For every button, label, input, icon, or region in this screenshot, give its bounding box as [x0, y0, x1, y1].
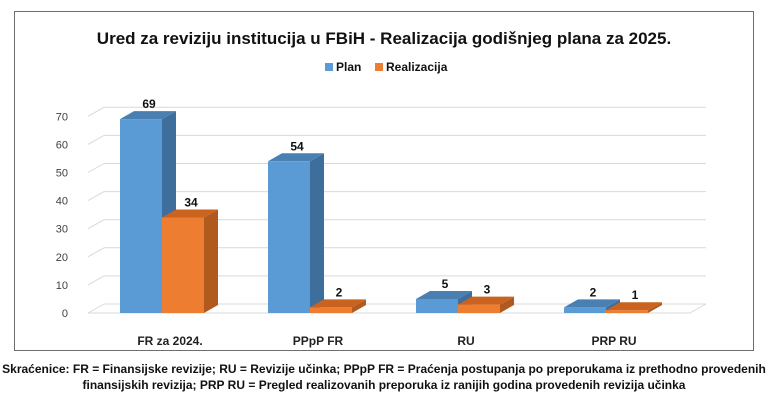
x-tick-label: RU [457, 334, 474, 348]
bar-side [352, 299, 366, 313]
bar-top [310, 299, 366, 308]
x-axis-ticks: FR za 2024. PPpP FR RU PRP RU [137, 334, 636, 348]
y-tick-label: 40 [56, 196, 68, 208]
bar-plan [268, 161, 310, 313]
data-label: 34 [184, 195, 198, 209]
y-tick-label: 60 [56, 139, 68, 151]
gridline-depth [87, 219, 105, 230]
chart-title: Ured za reviziju institucija u FBiH - Re… [97, 29, 671, 48]
bar-side [204, 209, 218, 313]
bar-realizacija [606, 310, 648, 313]
y-tick-label: 20 [56, 252, 68, 264]
data-label: 1 [632, 288, 639, 302]
legend-label-plan: Plan [336, 60, 361, 74]
y-tick-label: 50 [56, 168, 68, 180]
data-labels: 69 34 54 2 5 3 2 1 [142, 97, 638, 302]
bar-top [564, 299, 620, 308]
bar-top [162, 209, 218, 218]
data-label: 3 [484, 283, 491, 297]
gridline-depth [87, 106, 105, 117]
chart-canvas: Ured za reviziju institucija u FBiH - Re… [56, 29, 707, 348]
x-tick-label: FR za 2024. [137, 334, 202, 348]
data-label: 54 [290, 139, 304, 153]
bar-top [416, 290, 472, 299]
gridline-depth [87, 303, 105, 314]
bar-top [458, 296, 514, 305]
legend-swatch-realizacija [375, 63, 383, 71]
bar-top [606, 302, 662, 311]
legend: Plan Realizacija [325, 60, 448, 74]
bars [120, 111, 662, 313]
data-label: 2 [336, 285, 343, 299]
bar-top [120, 111, 176, 120]
y-axis-ticks: 0 10 20 30 40 50 60 70 [56, 111, 68, 320]
x-tick-label: PRP RU [591, 334, 636, 348]
y-tick-label: 10 [56, 280, 68, 292]
data-label: 5 [442, 277, 449, 291]
bar-plan [564, 307, 606, 313]
bar-side [648, 302, 662, 313]
data-label: 2 [590, 285, 597, 299]
bar-realizacija [458, 304, 500, 313]
x-tick-label: PPpP FR [293, 334, 344, 348]
gridline-depth [87, 191, 105, 202]
bar-realizacija [310, 307, 352, 313]
data-label: 69 [142, 97, 156, 111]
legend-swatch-plan [325, 63, 333, 71]
bar-top [268, 153, 324, 162]
y-tick-label: 30 [56, 224, 68, 236]
footnote: Skraćenice: FR = Finansijske revizije; R… [0, 361, 768, 393]
gridline-depth [87, 134, 105, 145]
y-tick-label: 0 [62, 308, 68, 320]
bar-side [500, 296, 514, 313]
footnote-line-2: finansijskih revizija; PRP RU = Pregled … [82, 378, 686, 392]
bar-side [310, 153, 324, 313]
floor-line-depth [689, 303, 707, 314]
legend-label-realizacija: Realizacija [386, 60, 448, 74]
gridline-depth [87, 163, 105, 173]
footnote-line-1: Skraćenice: FR = Finansijske revizije; R… [2, 362, 766, 376]
bar-realizacija [162, 217, 204, 313]
gridline-depth [87, 275, 105, 286]
y-tick-label: 70 [56, 111, 68, 123]
gridline-depth [87, 247, 105, 258]
bar-plan [120, 119, 162, 313]
bar-plan [416, 298, 458, 313]
